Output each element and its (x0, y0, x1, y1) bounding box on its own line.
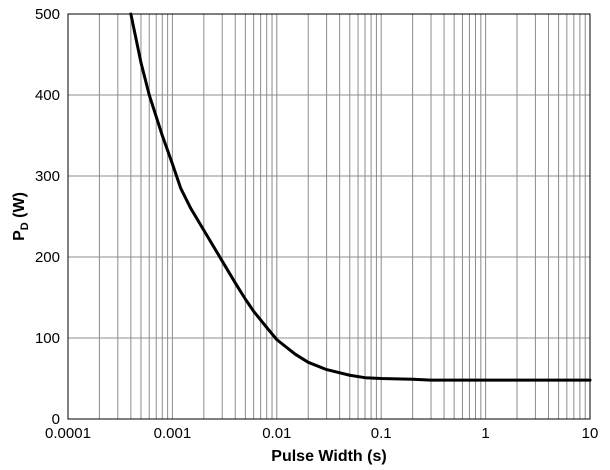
y-axis-title-suffix: (W) (11, 192, 28, 222)
x-tick-label: 0.001 (154, 425, 192, 442)
y-tick-label: 400 (35, 87, 60, 104)
y-axis-ticks: 0 100 200 300 400 500 (35, 6, 60, 428)
y-tick-label: 500 (35, 6, 60, 23)
y-axis-title-main: P (11, 230, 28, 241)
x-tick-label: 0.1 (371, 425, 392, 442)
x-axis-ticks: 0.0001 0.001 0.01 0.1 1 10 (45, 425, 598, 442)
plot-frame (67, 13, 591, 420)
series-line (129, 12, 592, 382)
y-tick-label: 300 (35, 168, 60, 185)
x-tick-label: 0.0001 (45, 425, 91, 442)
grid (67, 13, 590, 420)
x-axis-title: Pulse Width (s) (271, 448, 386, 465)
x-tick-label: 10 (582, 425, 599, 442)
y-tick-label: 200 (35, 249, 60, 266)
y-axis-title-subscript: D (19, 222, 31, 230)
y-axis-title: PD (W) (11, 192, 31, 241)
data-series (129, 12, 592, 382)
y-tick-label: 0 (52, 411, 60, 428)
y-tick-label: 100 (35, 330, 60, 347)
x-tick-label: 1 (481, 425, 489, 442)
x-tick-label: 0.01 (262, 425, 291, 442)
